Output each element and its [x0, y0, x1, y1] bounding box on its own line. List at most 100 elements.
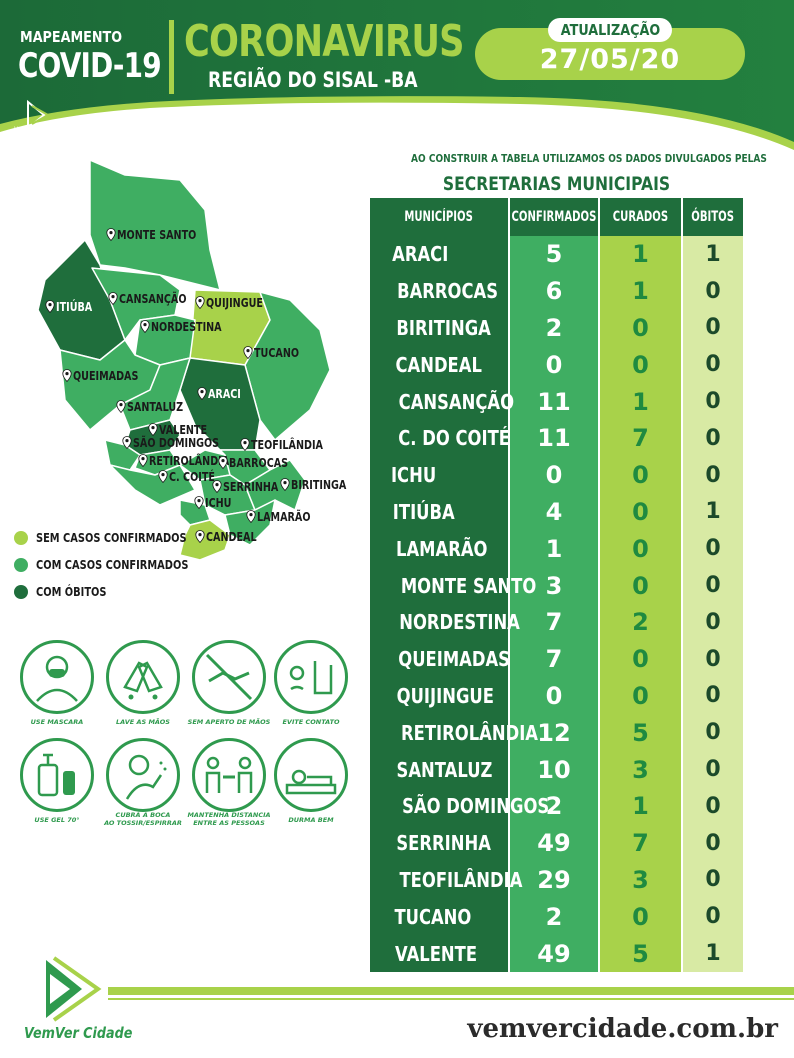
table-row: BIRITINGA 2 0 0	[370, 309, 743, 347]
map-pin-icon	[194, 496, 204, 509]
map-label-serrinha: SERRINHA	[212, 480, 292, 494]
cell-curados: 1	[600, 236, 683, 273]
cell-municipio: LAMARÃO	[370, 530, 510, 568]
cell-confirmados: 3	[510, 567, 600, 604]
cell-municipio: ICHU	[370, 456, 510, 494]
legend-dot-icon	[14, 557, 28, 572]
cell-municipio: VALENTE	[370, 935, 510, 972]
small-logo-text: VemVer Cidade	[14, 126, 60, 133]
map-pin-icon	[140, 320, 150, 333]
no-handshake-label: SEM APERTO DE MÃOS	[187, 718, 271, 726]
cell-confirmados: 7	[510, 640, 600, 678]
cell-obitos: 0	[683, 383, 743, 420]
cell-obitos: 0	[683, 861, 743, 899]
table-row: SÃO DOMINGOS 2 1 0	[370, 787, 743, 825]
wash-hands-icon	[106, 640, 180, 714]
cell-municipio: BARROCAS	[370, 272, 510, 310]
cell-obitos: 0	[683, 419, 743, 457]
region-map: MONTE SANTO ITIÚBA CANSANÇÃO QUIJINGUE N…	[30, 150, 360, 570]
footer-divider	[108, 987, 794, 995]
cell-obitos: 0	[683, 309, 743, 347]
map-label-queimadas: QUEIMADAS	[62, 369, 155, 383]
cell-confirmados: 12	[510, 714, 600, 752]
cell-municipio: ITIÚBA	[370, 493, 510, 531]
cell-obitos: 1	[683, 493, 743, 531]
distance-label: MANTENHA DISTANCIA ENTRE AS PESSOAS	[187, 811, 271, 827]
table-row: QUEIMADAS 7 0 0	[370, 640, 743, 678]
map-label-retirolandia: RETIROLÂNDIA	[138, 454, 249, 468]
cell-obitos: 0	[683, 456, 743, 494]
table-row: ARACI 5 1 1	[370, 236, 743, 273]
cell-obitos: 0	[683, 751, 743, 788]
source-title: SECRETARIAS MUNICIPAIS	[443, 173, 671, 195]
table-row: RETIROLÂNDIA 12 5 0	[370, 714, 743, 752]
cell-municipio: SERRINHA	[370, 824, 510, 862]
table-row: TEOFILÂNDIA 29 3 0	[370, 861, 743, 899]
map-label-c-coite: C. COITÉ	[158, 470, 226, 484]
sleep-icon	[274, 738, 348, 812]
map-legend: SEM CASOS CONFIRMADOS COM CASOS CONFIRMA…	[14, 524, 222, 605]
map-pin-icon	[148, 423, 158, 436]
map-label-barrocas: BARROCAS	[218, 456, 303, 470]
footer-url[interactable]: vemvercidade.com.br	[467, 1014, 778, 1044]
table-row: SERRINHA 49 7 0	[370, 824, 743, 862]
cell-obitos: 0	[683, 787, 743, 825]
table-header-row: MUNICÍPIOS CONFIRMADOS CURADOS ÓBITOS	[370, 198, 743, 236]
table-row: MONTE SANTO 3 0 0	[370, 567, 743, 604]
header: MAPEAMENTO COVID-19 CORONAVIRUS REGIÃO D…	[0, 0, 794, 150]
cell-curados: 0	[600, 346, 683, 384]
mask-icon	[20, 640, 94, 714]
cell-confirmados: 10	[510, 751, 600, 788]
cell-municipio: RETIROLÂNDIA	[370, 714, 538, 752]
cell-curados: 3	[600, 861, 683, 899]
cell-confirmados: 1	[510, 530, 600, 568]
cell-obitos: 0	[683, 530, 743, 568]
legend-item-no-cases: SEM CASOS CONFIRMADOS	[14, 524, 222, 551]
hand-gel-icon	[20, 738, 94, 812]
table-row: C. DO COITÉ 11 7 0	[370, 419, 743, 457]
legend-item-deaths: COM ÓBITOS	[14, 578, 222, 605]
cell-confirmados: 2	[510, 787, 600, 825]
map-label-ichu: ICHU	[194, 496, 238, 510]
cell-municipio: CANDEAL	[370, 346, 510, 384]
source-note: AO CONSTRUIR A TABELA UTILIZAMOS OS DADO…	[411, 152, 767, 165]
table-row: ICHU 0 0 0	[370, 456, 743, 494]
cell-curados: 0	[600, 677, 683, 715]
cell-municipio: QUEIMADAS	[370, 640, 510, 678]
cell-municipio: SÃO DOMINGOS	[370, 787, 549, 825]
map-pin-icon	[158, 470, 168, 483]
header-divider	[169, 20, 174, 94]
cell-curados: 0	[600, 567, 683, 604]
cell-municipio: BIRITINGA	[370, 309, 510, 347]
page-title: CORONAVIRUS	[184, 16, 464, 67]
cell-confirmados: 6	[510, 272, 600, 310]
cell-obitos: 0	[683, 603, 743, 641]
map-pin-icon	[280, 478, 290, 491]
header-confirmados: CONFIRMADOS	[510, 198, 600, 236]
cell-confirmados: 11	[510, 419, 600, 457]
map-shapes	[37, 159, 331, 561]
map-pin-icon	[138, 454, 148, 467]
table-row: NORDESTINA 7 2 0	[370, 603, 743, 641]
cell-obitos: 0	[683, 677, 743, 715]
table-row: VALENTE 49 5 1	[370, 935, 743, 972]
distance-icon	[192, 738, 266, 812]
map-label-lamarao: LAMARÃO	[246, 510, 324, 524]
table-row: CANSANÇÃO 11 1 0	[370, 383, 743, 420]
mask-label: USE MASCARA	[30, 718, 84, 726]
table-row: ITIÚBA 4 0 1	[370, 493, 743, 531]
table-row: QUIJINGUE 0 0 0	[370, 677, 743, 715]
cell-municipio: NORDESTINA	[370, 603, 520, 641]
cover-mouth-icon	[106, 738, 180, 812]
footer-logo-text: VemVer Cidade	[24, 1024, 133, 1042]
avoid-contact-label: EVITE CONTATO	[282, 718, 340, 726]
map-pin-icon	[106, 228, 116, 241]
cell-curados: 0	[600, 456, 683, 494]
cell-confirmados: 0	[510, 677, 600, 715]
map-pin-icon	[240, 438, 250, 451]
cell-confirmados: 7	[510, 603, 600, 641]
map-label-santaluz: SANTALUZ	[116, 400, 197, 414]
map-pin-icon	[218, 456, 228, 469]
cell-curados: 0	[600, 898, 683, 936]
vemver-logo-icon	[46, 956, 102, 1022]
